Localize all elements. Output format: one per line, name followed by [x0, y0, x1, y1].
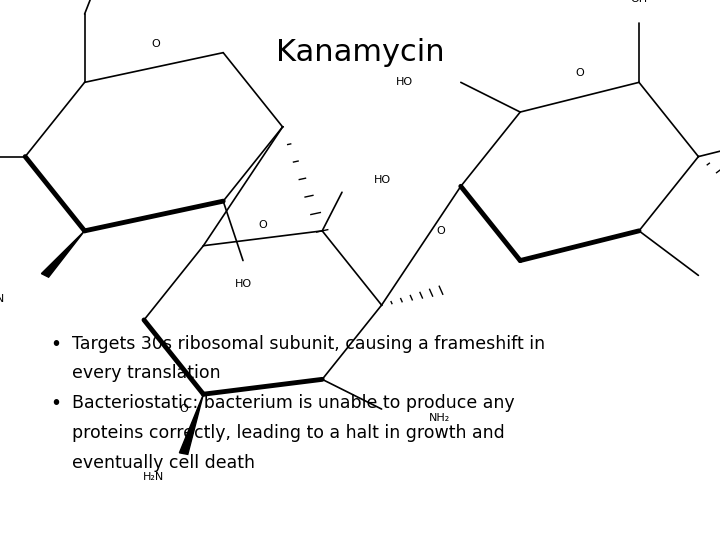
Text: OH: OH	[631, 0, 647, 4]
Text: O: O	[436, 226, 446, 236]
Text: H₂N: H₂N	[143, 472, 163, 482]
Text: Bacteriostatic: bacterium is unable to produce any: Bacteriostatic: bacterium is unable to p…	[72, 394, 515, 412]
Text: •: •	[50, 394, 61, 413]
Text: O: O	[179, 404, 188, 414]
Text: •: •	[50, 335, 61, 354]
Text: O: O	[258, 220, 267, 230]
Text: NH₂: NH₂	[429, 413, 451, 423]
Text: O: O	[575, 69, 584, 78]
Text: H₂N: H₂N	[0, 294, 6, 304]
Text: Targets 30s ribosomal subunit, causing a frameshift in: Targets 30s ribosomal subunit, causing a…	[72, 335, 545, 353]
Text: Kanamycin: Kanamycin	[276, 38, 444, 67]
Text: eventually cell death: eventually cell death	[72, 454, 255, 471]
Polygon shape	[42, 231, 85, 277]
Text: HO: HO	[374, 176, 391, 185]
Text: HO: HO	[235, 279, 251, 289]
Text: proteins correctly, leading to a halt in growth and: proteins correctly, leading to a halt in…	[72, 424, 505, 442]
Text: HO: HO	[396, 77, 413, 87]
Polygon shape	[179, 394, 203, 454]
Text: every translation: every translation	[72, 364, 220, 382]
Text: O: O	[151, 39, 161, 49]
